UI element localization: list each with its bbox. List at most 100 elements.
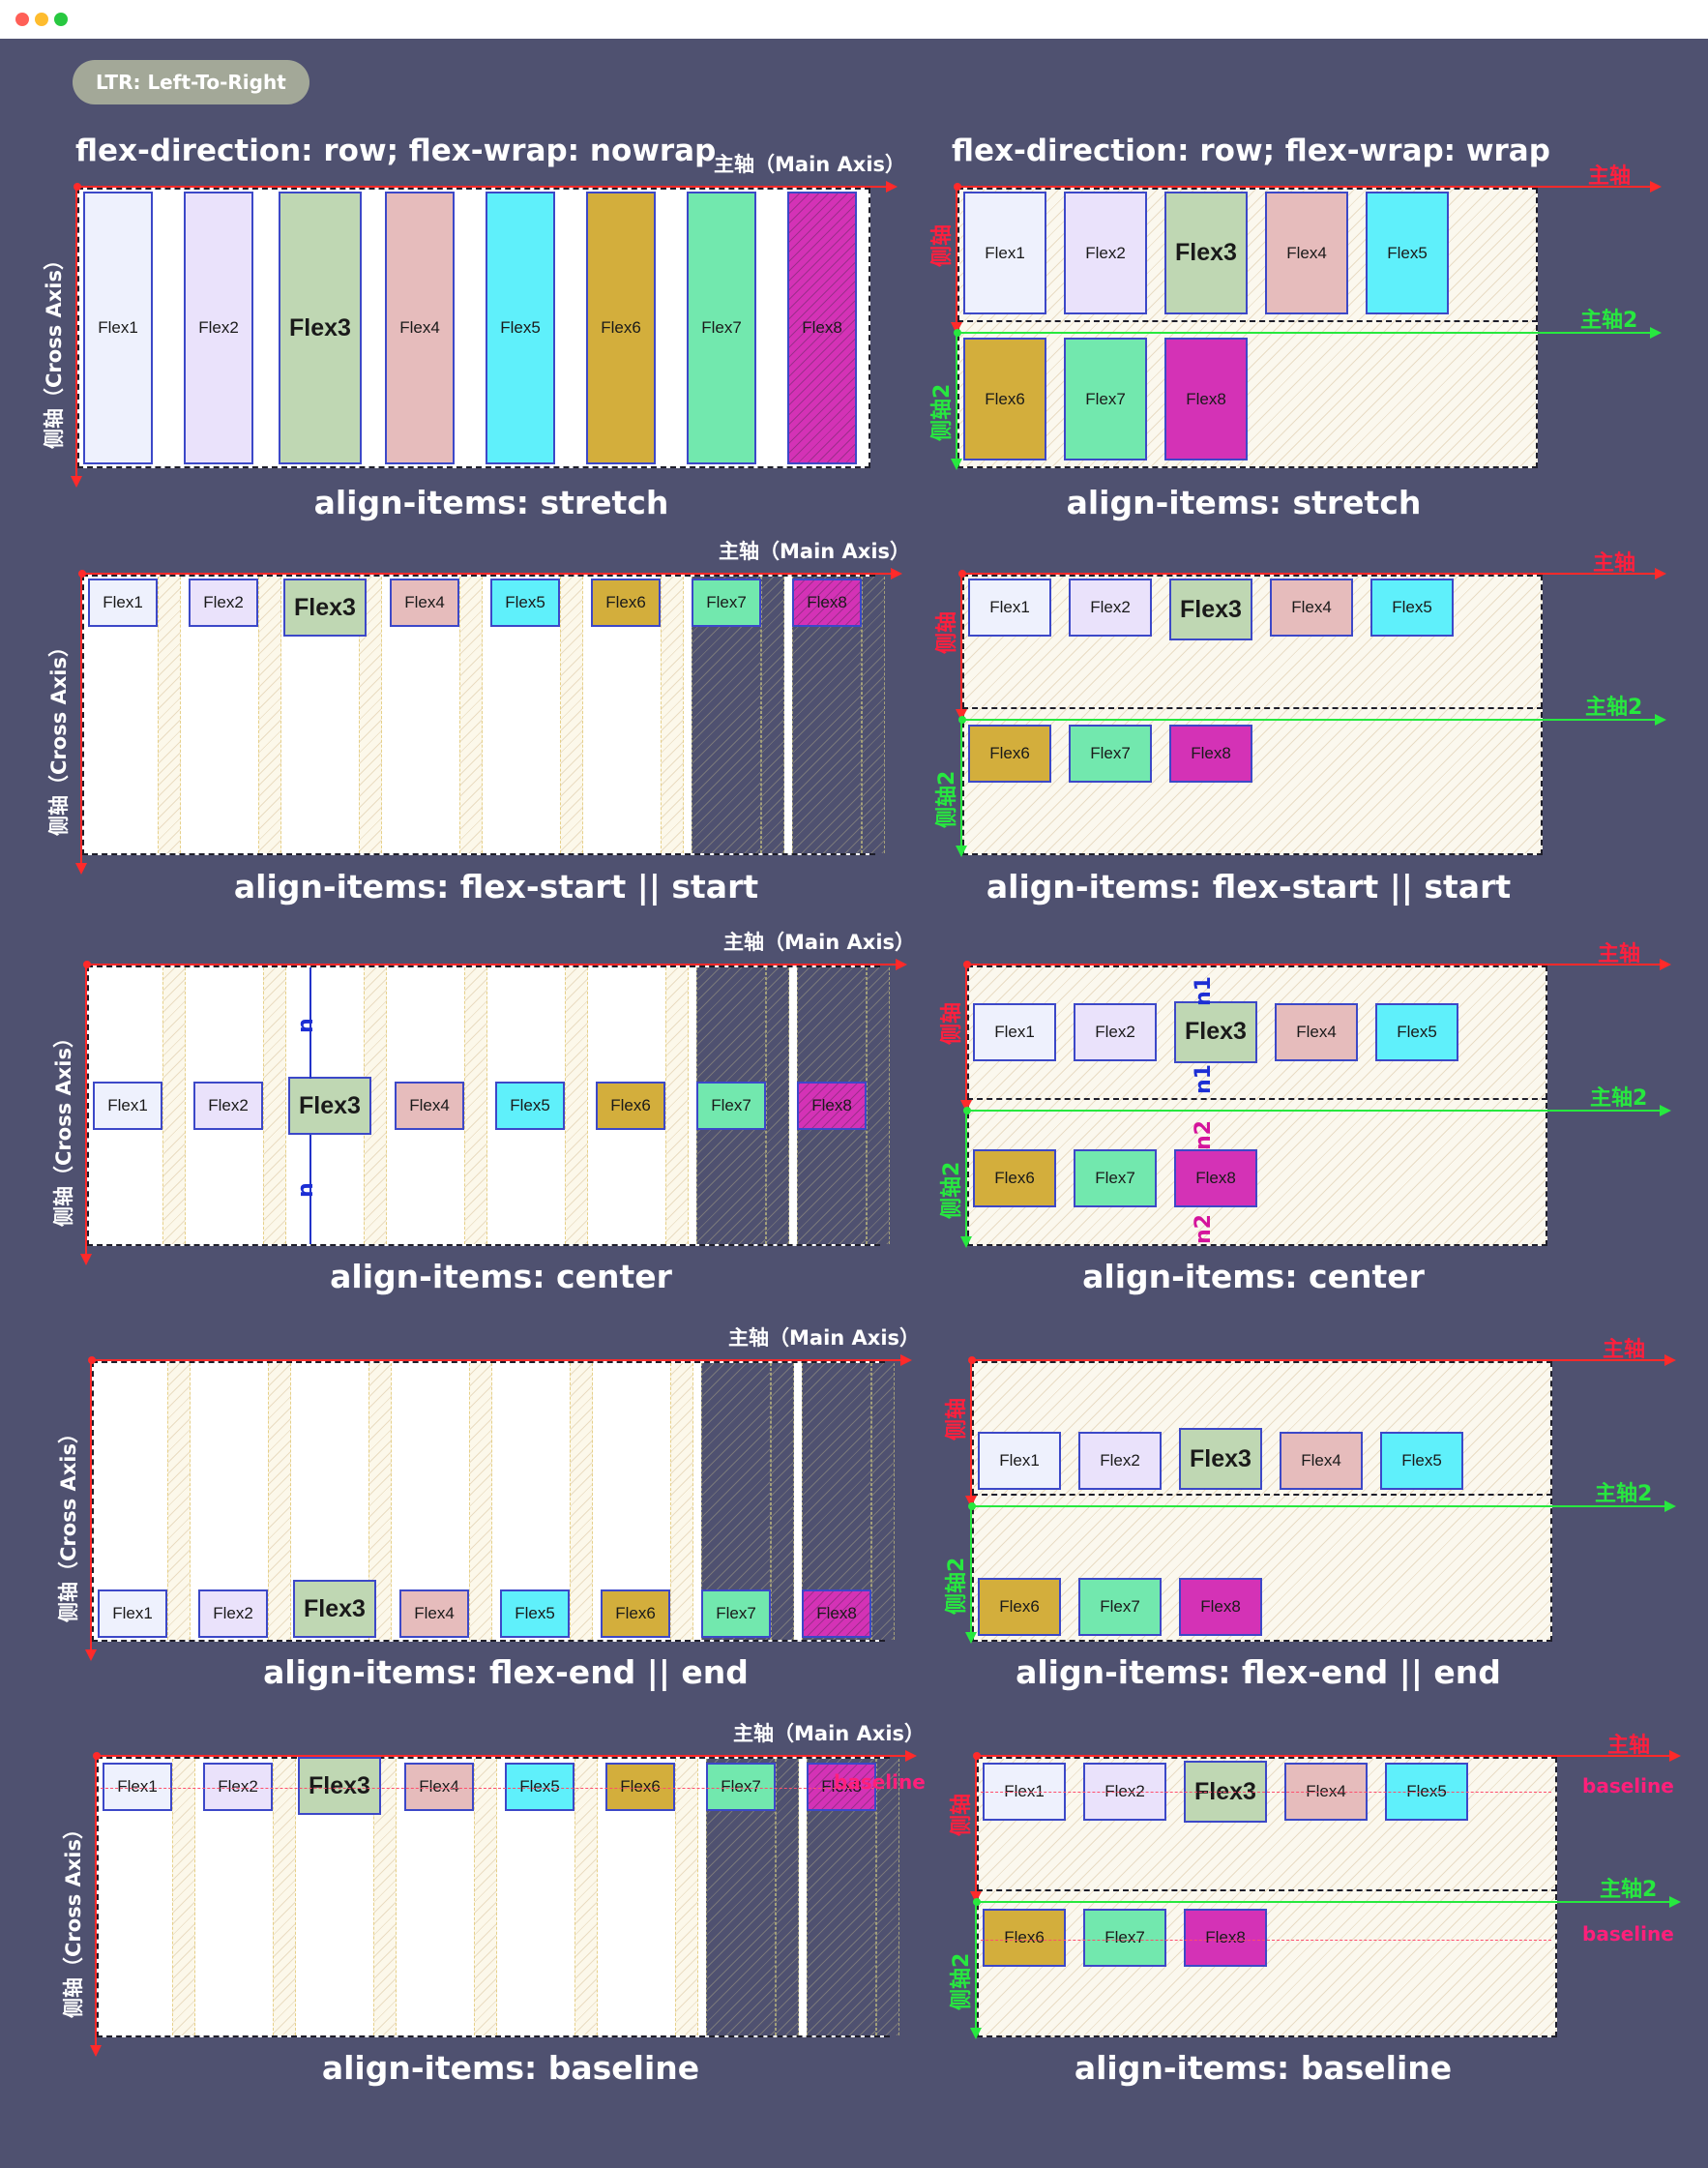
left-section-1-item-8[interactable]: Flex8: [787, 192, 857, 464]
left-section-2-item-8[interactable]: Flex8: [792, 579, 862, 627]
left-section-2-main-axis-line: [82, 573, 895, 575]
right-section-4-item-7[interactable]: Flex7: [1078, 1578, 1162, 1636]
left-section-2-item-4[interactable]: Flex4: [390, 579, 459, 627]
right-section-2-item-6[interactable]: Flex6: [968, 725, 1051, 783]
right-section-2-item-7[interactable]: Flex7: [1069, 725, 1152, 783]
left-section-4-cross-axis-label: 侧轴（Cross Axis）: [57, 1422, 80, 1622]
right-section-2-item-1[interactable]: Flex1: [968, 579, 1051, 637]
left-section-2-item-5[interactable]: Flex5: [490, 579, 560, 627]
left-section-1-item-2[interactable]: Flex2: [184, 192, 253, 464]
left-section-5-item-6[interactable]: Flex6: [605, 1763, 675, 1811]
right-section-1-item-1[interactable]: Flex1: [963, 192, 1046, 314]
left-section-4-item-8[interactable]: Flex8: [802, 1589, 871, 1638]
left-section-2-item-7[interactable]: Flex7: [692, 579, 761, 627]
right-section-3-item-1[interactable]: Flex1: [973, 1002, 1056, 1061]
right-section-3-item-6[interactable]: Flex6: [973, 1148, 1056, 1207]
left-section-3-item-5[interactable]: Flex5: [495, 1082, 565, 1130]
left-section-3-item-8[interactable]: Flex8: [797, 1082, 867, 1130]
left-section-5-item-8[interactable]: Flex8: [807, 1763, 876, 1811]
right-section-5-cross-label: 侧轴: [950, 1793, 974, 1836]
left-section-5-main-axis-label: 主轴（Main Axis）: [733, 1722, 926, 1745]
right-section-1-item-6[interactable]: Flex6: [963, 338, 1046, 460]
right-section-5-item-8[interactable]: Flex8: [1184, 1909, 1267, 1967]
right-section-4-item-5[interactable]: Flex5: [1380, 1432, 1463, 1490]
left-section-3-item-4[interactable]: Flex4: [395, 1082, 464, 1130]
right-section-3-cross-axis-line: [965, 964, 967, 1104]
left-section-1-item-6[interactable]: Flex6: [586, 192, 656, 464]
left-section-5-item-7[interactable]: Flex7: [706, 1763, 776, 1811]
left-section-5-track-6: [675, 1759, 698, 2035]
right-section-2-item-2[interactable]: Flex2: [1069, 579, 1152, 637]
right-section-4-item-3[interactable]: Flex3: [1179, 1428, 1262, 1490]
right-section-4-container: [972, 1361, 1552, 1642]
right-section-1-main2-label: 主轴2: [1580, 309, 1638, 333]
right-section-1-main-label: 主轴: [1588, 164, 1632, 189]
left-section-4-main-axis-line-arrow: [900, 1354, 912, 1366]
right-section-3-item-3[interactable]: Flex3: [1174, 1000, 1257, 1063]
left-section-1-item-3[interactable]: Flex3: [279, 192, 362, 464]
right-section-1-item-3[interactable]: Flex3: [1164, 192, 1248, 314]
left-section-4-item-1[interactable]: Flex1: [98, 1589, 167, 1638]
right-section-3-item-7[interactable]: Flex7: [1074, 1148, 1157, 1207]
right-section-2-item-8[interactable]: Flex8: [1169, 725, 1252, 783]
right-section-3-item-8[interactable]: Flex8: [1174, 1148, 1257, 1207]
right-section-1-item-8[interactable]: Flex8: [1164, 338, 1248, 460]
left-section-3-item-1[interactable]: Flex1: [93, 1082, 162, 1130]
left-section-3-item-2[interactable]: Flex2: [193, 1082, 263, 1130]
right-section-1-item-7[interactable]: Flex7: [1064, 338, 1147, 460]
right-section-2-item-3[interactable]: Flex3: [1169, 579, 1252, 640]
right-section-3-main-axis2-line: [967, 1110, 1664, 1112]
left-section-4-item-2[interactable]: Flex2: [198, 1589, 268, 1638]
left-section-3-item-7[interactable]: Flex7: [696, 1082, 766, 1130]
left-section-3-item-6[interactable]: Flex6: [596, 1082, 665, 1130]
left-section-4-track-3: [368, 1363, 392, 1640]
left-section-5-item-4[interactable]: Flex4: [404, 1763, 474, 1811]
left-section-2-item-3[interactable]: Flex3: [283, 579, 367, 637]
right-section-4-item-2[interactable]: Flex2: [1078, 1432, 1162, 1490]
minimize-dot[interactable]: [35, 13, 48, 26]
left-section-4-item-6[interactable]: Flex6: [601, 1589, 670, 1638]
right-section-3-item-4[interactable]: Flex4: [1275, 1002, 1358, 1061]
right-section-1-item-2[interactable]: Flex2: [1064, 192, 1147, 314]
right-section-2-item-4[interactable]: Flex4: [1270, 579, 1353, 637]
right-section-2-main-axis2-line-arrow: [1655, 714, 1666, 726]
left-section-4-item-3[interactable]: Flex3: [293, 1580, 376, 1638]
right-section-4-main-axis-line: [972, 1359, 1668, 1361]
left-section-4-item-4[interactable]: Flex4: [399, 1589, 469, 1638]
right-section-4-item-4[interactable]: Flex4: [1280, 1432, 1363, 1490]
left-section-2-item-6[interactable]: Flex6: [591, 579, 661, 627]
left-section-3-item-3[interactable]: Flex3: [288, 1077, 371, 1135]
right-section-4-item-6[interactable]: Flex6: [978, 1578, 1061, 1636]
right-section-4-item-8[interactable]: Flex8: [1179, 1578, 1262, 1636]
left-section-2-item-1[interactable]: Flex1: [88, 579, 158, 627]
right-section-3-main-label: 主轴: [1598, 942, 1641, 966]
right-section-1-item-5[interactable]: Flex5: [1366, 192, 1449, 314]
left-section-5-item-5[interactable]: Flex5: [505, 1763, 574, 1811]
left-section-1-cross-axis-line: [75, 186, 77, 480]
right-section-3-item-5[interactable]: Flex5: [1375, 1002, 1458, 1061]
right-section-5-item-6[interactable]: Flex6: [983, 1909, 1066, 1967]
left-section-1-item-5[interactable]: Flex5: [486, 192, 555, 464]
left-section-4-item-5[interactable]: Flex5: [500, 1589, 570, 1638]
right-section-3-n1-bottom: n1: [1192, 1064, 1216, 1094]
right-section-3-item-2[interactable]: Flex2: [1074, 1002, 1157, 1061]
left-section-4-item-7[interactable]: Flex7: [701, 1589, 771, 1638]
right-section-1-item-4[interactable]: Flex4: [1265, 192, 1348, 314]
right-section-5-item-7[interactable]: Flex7: [1083, 1909, 1166, 1967]
right-section-4-item-1[interactable]: Flex1: [978, 1432, 1061, 1490]
right-section-5-label: align-items: baseline: [1074, 2049, 1453, 2087]
left-section-5-item-3[interactable]: Flex3: [298, 1757, 381, 1815]
maximize-dot[interactable]: [54, 13, 68, 26]
left-section-5-item-2[interactable]: Flex2: [203, 1763, 273, 1811]
right-section-3-line-divider: [967, 1098, 1547, 1100]
left-section-1-item-4[interactable]: Flex4: [385, 192, 455, 464]
close-dot[interactable]: [15, 13, 29, 26]
left-section-1-item-7[interactable]: Flex7: [687, 192, 756, 464]
left-section-3-main-axis-line-origin: [83, 961, 91, 968]
left-section-5-item-1[interactable]: Flex1: [103, 1763, 172, 1811]
left-section-1-item-1[interactable]: Flex1: [83, 192, 153, 464]
left-section-4-label: align-items: flex-end || end: [263, 1653, 749, 1691]
left-section-2-item-2[interactable]: Flex2: [189, 579, 258, 627]
right-section-2-item-5[interactable]: Flex5: [1370, 579, 1454, 637]
